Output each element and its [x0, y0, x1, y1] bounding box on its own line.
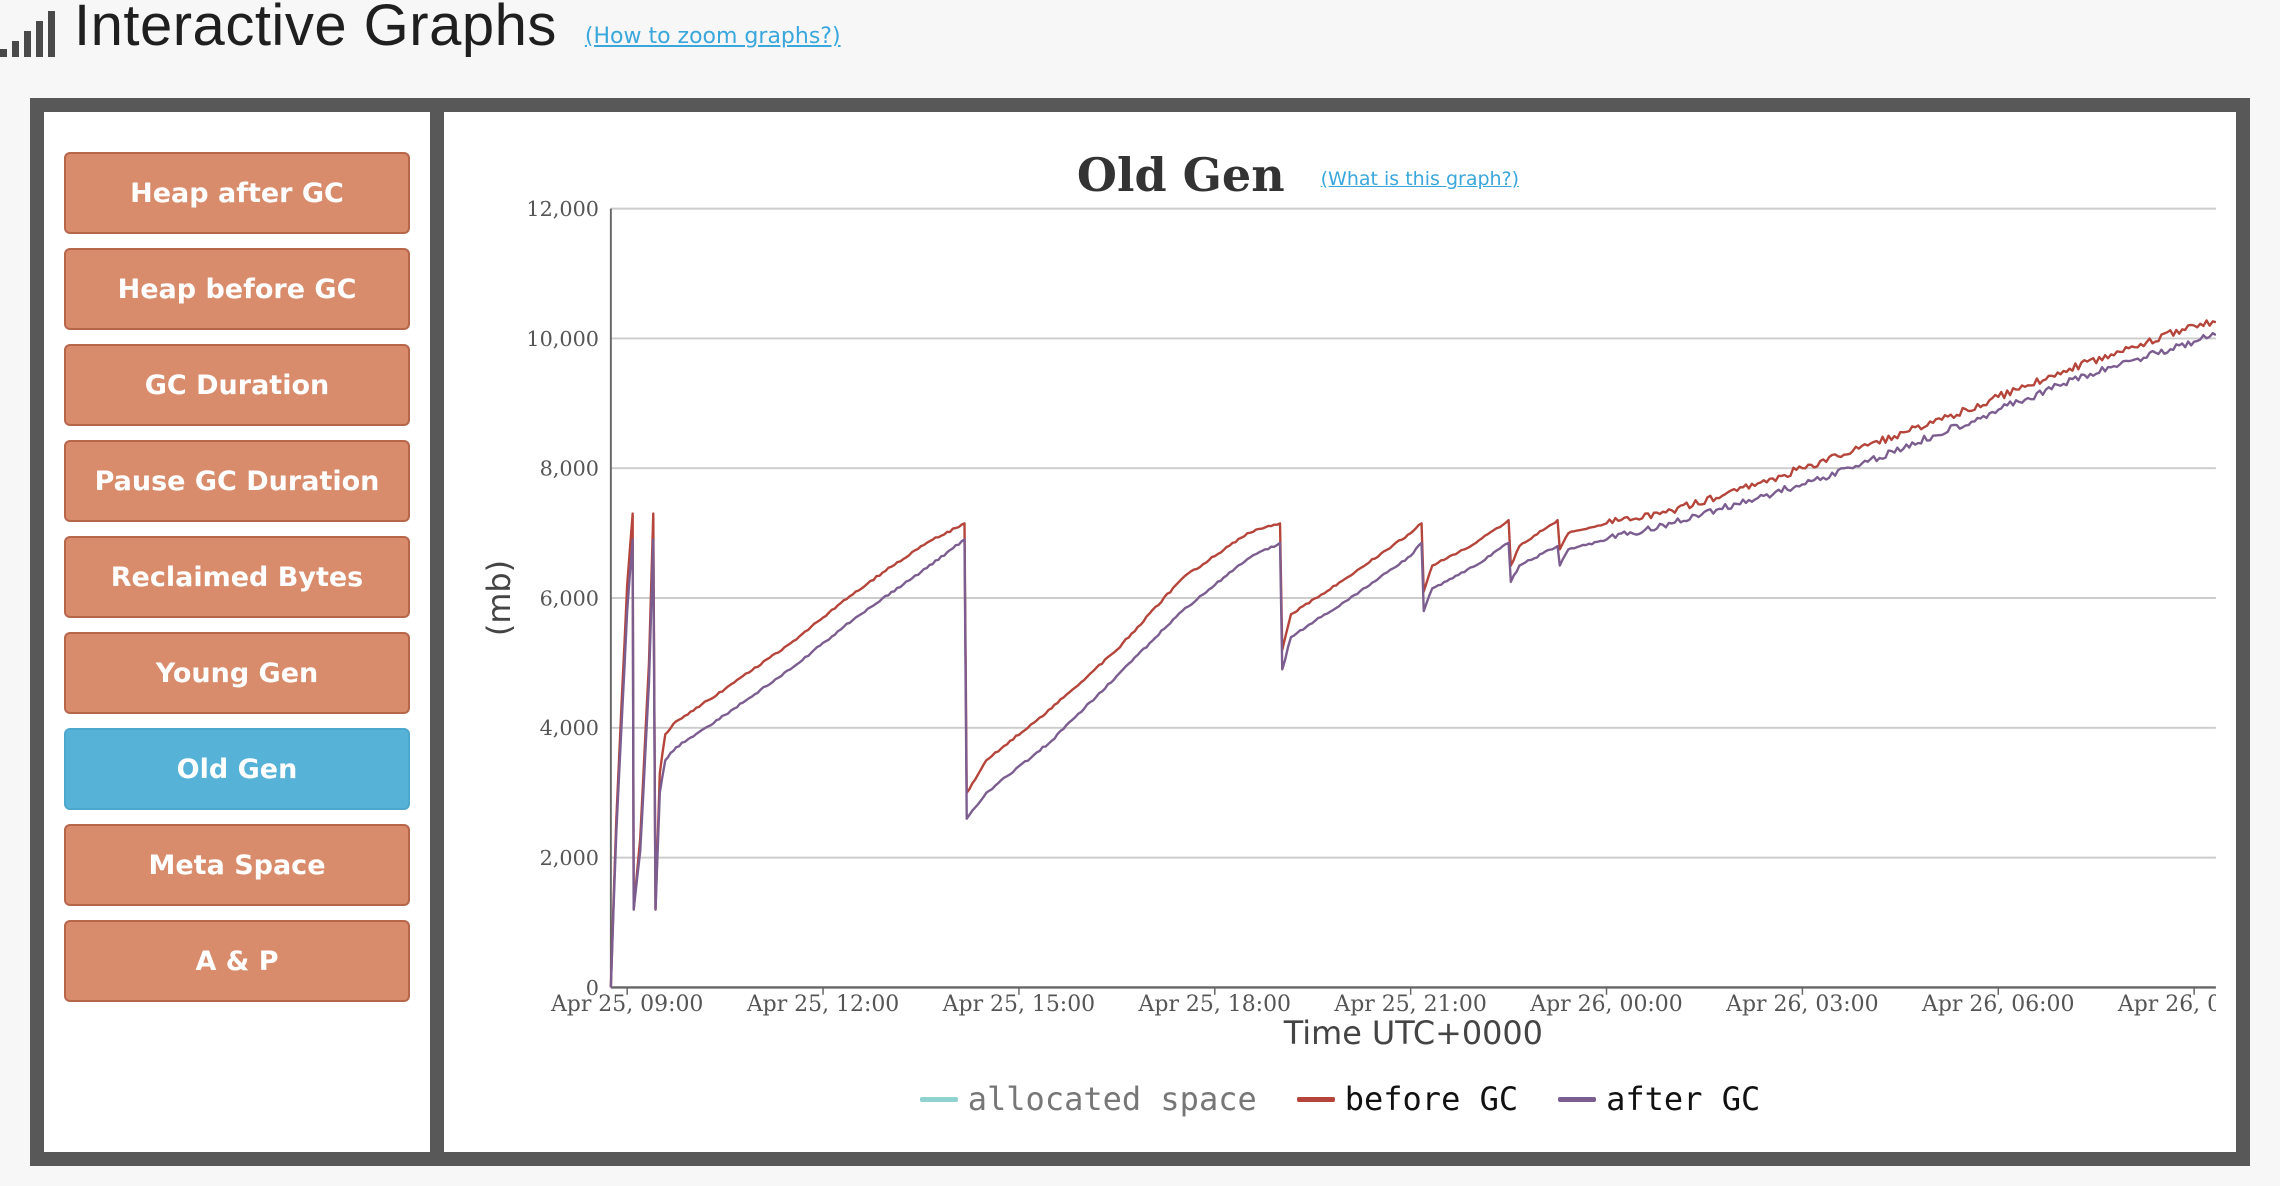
legend-label: before GC	[1344, 1080, 1519, 1118]
nav-button-young-gen[interactable]: Young Gen	[64, 632, 410, 714]
y-tick-label: 6,000	[540, 586, 599, 610]
signal-bars-icon	[0, 11, 55, 57]
nav-button-old-gen[interactable]: Old Gen	[64, 728, 410, 810]
chart-panel[interactable]: 0 2,000 4,000 6,000 8,000 10,000 12,000 Apr 25,…	[464, 130, 2216, 1132]
chart-legend: allocated space before GC after GC	[464, 1080, 2216, 1118]
series-line-after-gc	[609, 331, 2216, 988]
x-tick-label: Apr 26, 09:00	[2117, 992, 2216, 1017]
y-tick-label: 0	[586, 976, 599, 1000]
page-header: Interactive Graphs (How to zoom graphs?)	[0, 0, 841, 66]
legend-item[interactable]: allocated space	[919, 1080, 1257, 1118]
y-tick-label: 10,000	[526, 327, 599, 351]
nav-button-heap-before-gc[interactable]: Heap before GC	[64, 248, 410, 330]
x-tick-label: Apr 25, 18:00	[1138, 992, 1291, 1017]
chart-header: Old Gen (What is this graph?)	[464, 130, 2216, 220]
x-tick-label: Apr 25, 12:00	[746, 992, 899, 1017]
chart-title: Old Gen	[1076, 148, 1285, 202]
page-title: Interactive Graphs	[74, 0, 557, 58]
x-tick-label: Apr 26, 06:00	[1921, 992, 2074, 1017]
graph-help-link[interactable]: (What is this graph?)	[1320, 168, 1520, 190]
x-axis-title: Time UTC+0000	[1283, 1014, 1543, 1052]
graph-content: 0 2,000 4,000 6,000 8,000 10,000 12,000 Apr 25,…	[444, 112, 2236, 1152]
y-tick-label: 8,000	[540, 457, 599, 481]
x-tick-label: Apr 25, 21:00	[1333, 992, 1486, 1017]
series-line-before-gc	[609, 319, 2216, 988]
legend-item[interactable]: before GC	[1296, 1080, 1519, 1118]
legend-swatch	[1296, 1096, 1335, 1102]
x-tick-label: Apr 26, 03:00	[1725, 992, 1878, 1017]
graph-nav-sidebar: Heap after GC Heap before GC GC Duration Pa…	[44, 112, 430, 1152]
y-tick-label: 12,000	[526, 197, 599, 221]
chart-svg[interactable]: 0 2,000 4,000 6,000 8,000 10,000 12,000 Apr 25,…	[464, 130, 2216, 1132]
x-tick-label: Apr 25, 15:00	[942, 992, 1095, 1017]
y-tick-label: 2,000	[540, 846, 599, 870]
nav-button-a-p[interactable]: A & P	[64, 920, 410, 1002]
nav-button-meta-space[interactable]: Meta Space	[64, 824, 410, 906]
nav-button-gc-duration[interactable]: GC Duration	[64, 344, 410, 426]
legend-label: allocated space	[967, 1080, 1257, 1118]
x-tick-label: Apr 25, 09:00	[550, 992, 703, 1017]
legend-label: after GC	[1606, 1080, 1761, 1118]
legend-swatch	[1558, 1096, 1597, 1102]
nav-button-reclaimed-bytes[interactable]: Reclaimed Bytes	[64, 536, 410, 618]
y-axis-title: (mb)	[480, 560, 518, 636]
nav-button-pause-gc-duration[interactable]: Pause GC Duration	[64, 440, 410, 522]
legend-swatch	[919, 1096, 958, 1102]
x-tick-label: Apr 26, 00:00	[1529, 992, 1682, 1017]
graphs-frame: Heap after GC Heap before GC GC Duration Pa…	[30, 98, 2250, 1166]
y-tick-label: 4,000	[540, 716, 599, 740]
nav-button-heap-after-gc[interactable]: Heap after GC	[64, 152, 410, 234]
zoom-help-link[interactable]: (How to zoom graphs?)	[584, 23, 841, 49]
legend-item[interactable]: after GC	[1558, 1080, 1760, 1118]
